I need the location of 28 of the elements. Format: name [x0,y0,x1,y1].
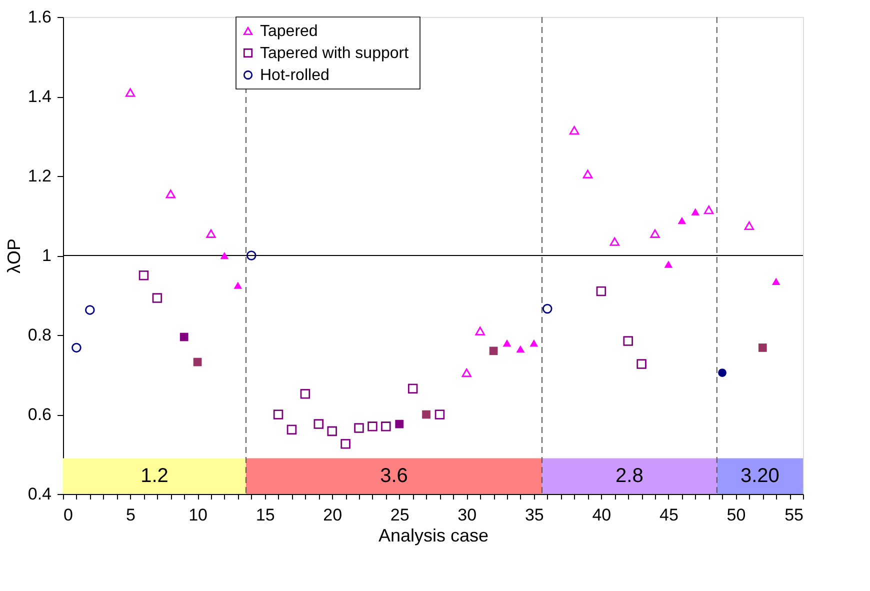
x-tick-label: 55 [784,506,804,524]
x-tick-label: 15 [256,506,275,524]
x-tick-label: 40 [592,506,612,524]
x-tick-label: 45 [659,506,678,524]
y-axis-title: λOP [4,238,24,274]
band-label: 3.6 [380,465,408,488]
x-tick-label: 25 [390,506,410,524]
legend-label: Tapered with support [260,45,410,62]
y-tick-label: 0.8 [28,326,52,344]
y-tick-label: 1.4 [28,87,52,106]
band-label: 3.20 [740,465,780,488]
band-label: 2.8 [616,465,644,488]
x-tick-label: 50 [726,506,746,524]
x-tick-label: 0 [64,506,73,524]
x-tick-label: 35 [524,506,544,524]
y-tick-label: 1 [42,246,52,265]
x-axis-title: Analysis case [378,526,489,546]
x-tick-label: 30 [458,506,477,524]
x-tick-label: 10 [188,506,208,524]
legend-label: Tapered [260,23,318,40]
band-label: 1.2 [140,465,168,488]
legend-label: Hot-rolled [260,67,330,84]
x-tick-label: 20 [323,506,342,524]
y-tick-label: 1.2 [28,166,52,186]
x-tick-label: 5 [126,506,136,524]
y-tick-label: 0.4 [28,484,52,504]
y-tick-label: 0.6 [28,405,52,424]
y-tick-label: 1.6 [28,8,52,26]
